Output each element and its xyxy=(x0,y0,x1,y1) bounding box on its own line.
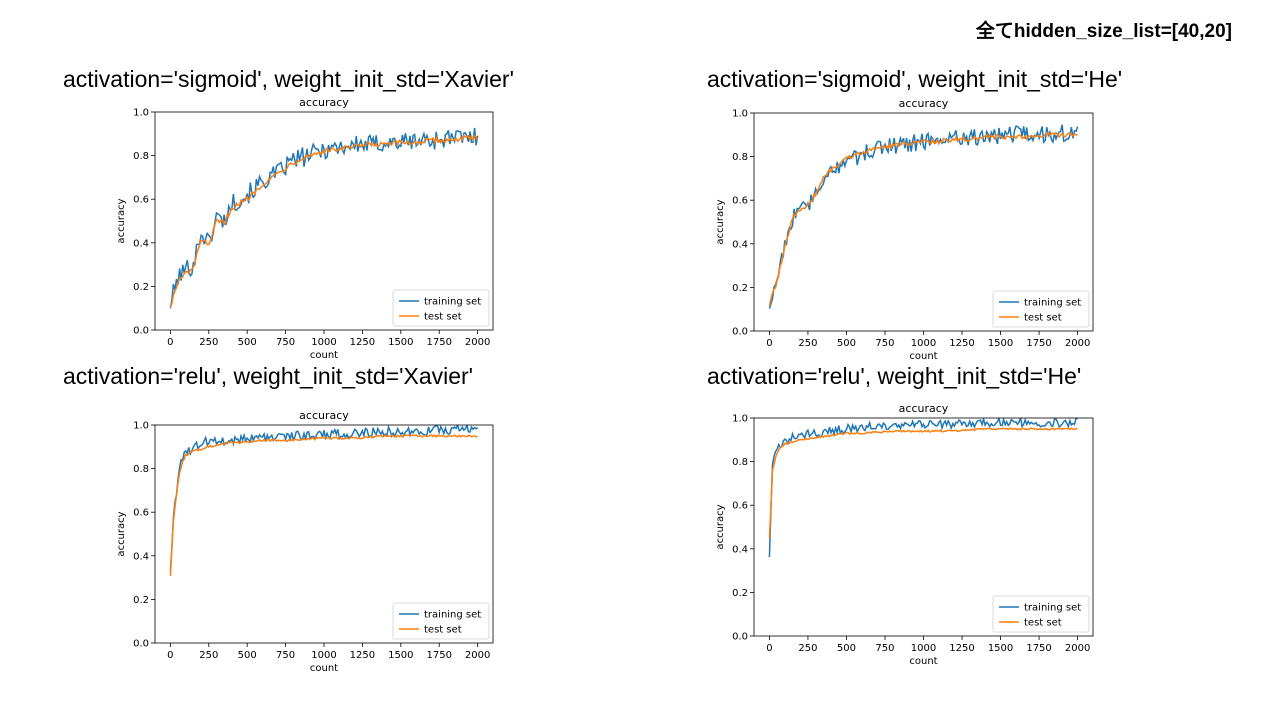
series-line-0 xyxy=(769,125,1077,309)
x-tick-label: 2000 xyxy=(1065,643,1090,654)
y-tick-label: 0.2 xyxy=(133,595,149,606)
x-tick-label: 500 xyxy=(837,338,856,349)
x-tick-label: 750 xyxy=(276,650,295,661)
x-tick-label: 1250 xyxy=(949,338,974,349)
y-tick-label: 0.4 xyxy=(133,551,149,562)
panel-title: activation='relu', weight_init_std='He' xyxy=(707,363,1081,390)
y-tick-label: 0.4 xyxy=(732,544,748,555)
legend-label: training set xyxy=(424,297,481,308)
legend-label: training set xyxy=(1024,298,1081,309)
y-tick-label: 1.0 xyxy=(732,109,748,120)
y-tick-label: 0.6 xyxy=(133,195,149,206)
x-tick-label: 750 xyxy=(875,643,894,654)
y-tick-label: 1.0 xyxy=(732,414,748,425)
y-tick-label: 0.2 xyxy=(732,283,748,294)
y-tick-label: 1.0 xyxy=(133,108,149,119)
x-tick-label: 0 xyxy=(766,643,772,654)
y-tick-label: 0.0 xyxy=(133,639,149,650)
series-line-1 xyxy=(769,133,1077,306)
x-tick-label: 500 xyxy=(837,643,856,654)
series-line-0 xyxy=(769,418,1077,557)
x-tick-label: 2000 xyxy=(465,337,490,348)
x-tick-label: 250 xyxy=(798,338,817,349)
accuracy-chart: accuracy 0 250 500 750 1000 1250 1500 1750 2000 0.… xyxy=(710,93,1110,368)
x-tick-label: 1750 xyxy=(1026,338,1051,349)
y-tick-label: 0.0 xyxy=(732,632,748,643)
x-tick-label: 1750 xyxy=(427,650,452,661)
x-tick-label: 1750 xyxy=(1026,643,1051,654)
legend-label: test set xyxy=(424,625,462,636)
x-tick-label: 500 xyxy=(238,650,257,661)
chart-title: accuracy xyxy=(299,409,349,422)
x-tick-label: 250 xyxy=(199,650,218,661)
y-axis-label: accuracy xyxy=(116,511,127,556)
accuracy-chart: accuracy 0 250 500 750 1000 1250 1500 1750 2000 0.… xyxy=(710,398,1110,673)
x-tick-label: 0 xyxy=(766,338,772,349)
y-tick-label: 0.0 xyxy=(133,326,149,337)
chart-title: accuracy xyxy=(899,402,949,415)
y-axis-label: accuracy xyxy=(715,504,726,549)
accuracy-chart: accuracy 0 250 500 750 1000 1250 1500 1750 2000 0.… xyxy=(110,405,510,680)
y-tick-label: 0.4 xyxy=(133,238,149,249)
x-tick-label: 1250 xyxy=(350,337,375,348)
panel-title: activation='relu', weight_init_std='Xavi… xyxy=(63,363,473,390)
legend-label: test set xyxy=(1024,313,1062,324)
series-line-1 xyxy=(170,136,477,308)
y-tick-label: 0.2 xyxy=(732,588,748,599)
y-tick-label: 0.2 xyxy=(133,282,149,293)
y-tick-label: 0.8 xyxy=(133,464,149,475)
legend-label: training set xyxy=(1024,603,1081,614)
legend-label: test set xyxy=(424,312,462,323)
chart-title: accuracy xyxy=(299,96,349,109)
x-tick-label: 0 xyxy=(167,337,173,348)
x-tick-label: 2000 xyxy=(465,650,490,661)
legend-label: training set xyxy=(424,610,481,621)
x-tick-label: 0 xyxy=(167,650,173,661)
legend-label: test set xyxy=(1024,618,1062,629)
y-tick-label: 0.8 xyxy=(133,151,149,162)
x-tick-label: 250 xyxy=(798,643,817,654)
x-tick-label: 1000 xyxy=(311,337,336,348)
y-axis-label: accuracy xyxy=(715,199,726,244)
slide-note: 全てhidden_size_list=[40,20] xyxy=(976,16,1232,43)
x-tick-label: 1500 xyxy=(988,643,1013,654)
x-tick-label: 1500 xyxy=(988,338,1013,349)
x-axis-label: count xyxy=(909,351,937,362)
panel-title: activation='sigmoid', weight_init_std='H… xyxy=(707,66,1122,93)
y-tick-label: 0.4 xyxy=(732,239,748,250)
y-tick-label: 0.8 xyxy=(732,152,748,163)
x-tick-label: 1000 xyxy=(911,338,936,349)
x-tick-label: 1500 xyxy=(388,337,413,348)
y-tick-label: 1.0 xyxy=(133,421,149,432)
y-tick-label: 0.6 xyxy=(133,508,149,519)
series-line-0 xyxy=(170,128,477,308)
y-tick-label: 0.6 xyxy=(732,196,748,207)
x-tick-label: 1000 xyxy=(311,650,336,661)
y-tick-label: 0.8 xyxy=(732,457,748,468)
x-axis-label: count xyxy=(310,663,338,674)
y-tick-label: 0.0 xyxy=(732,327,748,338)
series-line-0 xyxy=(170,425,477,571)
accuracy-chart: accuracy 0 250 500 750 1000 1250 1500 1750 2000 0.… xyxy=(110,92,510,367)
x-tick-label: 2000 xyxy=(1065,338,1090,349)
series-line-1 xyxy=(170,435,477,576)
x-axis-label: count xyxy=(310,350,338,361)
x-tick-label: 750 xyxy=(875,338,894,349)
x-tick-label: 500 xyxy=(238,337,257,348)
panel-title: activation='sigmoid', weight_init_std='X… xyxy=(63,66,514,93)
x-tick-label: 250 xyxy=(199,337,218,348)
x-tick-label: 1250 xyxy=(949,643,974,654)
x-tick-label: 1250 xyxy=(350,650,375,661)
x-tick-label: 1000 xyxy=(911,643,936,654)
x-tick-label: 750 xyxy=(276,337,295,348)
x-tick-label: 1500 xyxy=(388,650,413,661)
y-axis-label: accuracy xyxy=(116,198,127,243)
y-tick-label: 0.6 xyxy=(732,501,748,512)
x-tick-label: 1750 xyxy=(427,337,452,348)
series-line-1 xyxy=(769,428,1077,538)
chart-title: accuracy xyxy=(899,97,949,110)
x-axis-label: count xyxy=(909,656,937,667)
